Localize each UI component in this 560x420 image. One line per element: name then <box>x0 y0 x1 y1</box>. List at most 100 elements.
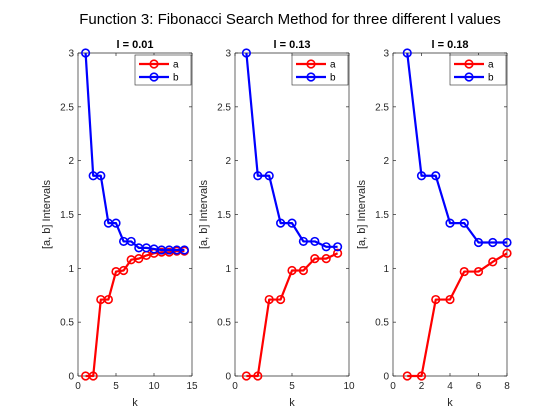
legend-label-a: a <box>488 60 494 71</box>
data-point-a <box>333 248 343 258</box>
data-point-a <box>321 254 331 264</box>
data-point-b <box>416 171 427 181</box>
y-tick-label: 3 <box>225 49 231 60</box>
x-axis-label: k <box>132 397 138 409</box>
y-tick-label: 1.5 <box>60 210 74 221</box>
data-point-a <box>298 265 309 276</box>
y-tick-label: 0.5 <box>375 318 389 329</box>
data-point-a <box>473 266 484 277</box>
legend-marker-b <box>149 72 159 82</box>
data-point-a <box>287 265 297 276</box>
data-point-b <box>276 218 286 228</box>
series-line-b <box>406 52 507 244</box>
data-point-b <box>111 218 121 228</box>
y-tick-label: 0 <box>383 372 389 383</box>
data-point-b <box>333 242 343 252</box>
plot-area <box>78 53 192 376</box>
data-point-b <box>402 48 412 58</box>
x-tick-label: 2 <box>419 381 425 392</box>
data-point-a <box>103 294 113 305</box>
y-tick-label: 0 <box>68 372 74 383</box>
y-tick-label: 2.5 <box>375 102 389 113</box>
data-point-a <box>241 371 251 381</box>
subplot-title: l = 0.18 <box>431 39 468 51</box>
data-point-a <box>459 266 469 277</box>
y-tick-label: 0 <box>225 372 231 383</box>
x-axis-label: k <box>289 397 295 409</box>
legend-marker-b <box>464 72 474 82</box>
x-tick-label: 4 <box>447 381 453 392</box>
subplot-2: 0 0.5 1 1.5 2 2.5 3 0 5 10 l = 0.13 k [a, b] Interva… <box>198 39 355 409</box>
legend-label-b: b <box>330 73 336 84</box>
plot-area <box>393 53 507 376</box>
data-point-a <box>88 371 98 381</box>
data-point-a <box>253 371 263 381</box>
legend-box <box>449 54 507 86</box>
x-tick-label: 6 <box>476 381 482 392</box>
y-tick-label: 1.5 <box>217 210 231 221</box>
y-axis-label: [a, b] Intervals <box>356 179 368 249</box>
data-point-b <box>96 171 106 181</box>
data-point-a <box>310 254 320 264</box>
legend-marker-a <box>306 59 316 69</box>
data-point-a <box>445 294 455 305</box>
x-tick-label: 5 <box>289 381 295 392</box>
figure-title: Function 3: Fibonacci Search Method for … <box>79 11 501 28</box>
y-tick-label: 1 <box>68 264 74 275</box>
legend: ab <box>291 54 349 86</box>
plot-area <box>235 53 349 376</box>
legend-box <box>291 54 349 86</box>
series-a <box>402 248 512 381</box>
legend-marker-a <box>464 59 474 69</box>
legend-marker-b <box>306 72 316 82</box>
data-point-a <box>488 257 498 267</box>
y-tick-label: 0.5 <box>217 318 231 329</box>
y-tick-label: 2.5 <box>217 102 231 113</box>
y-tick-label: 2 <box>68 156 74 167</box>
data-point-a <box>502 248 512 258</box>
data-point-b <box>80 48 91 58</box>
data-point-a <box>264 294 274 305</box>
x-tick-label: 10 <box>343 381 355 392</box>
x-tick-label: 5 <box>113 381 119 392</box>
x-tick-label: 8 <box>504 381 510 392</box>
data-point-b <box>179 245 189 255</box>
legend: ab <box>449 54 507 86</box>
y-tick-label: 1 <box>383 264 389 275</box>
subplots: 00.511.522.530 5 10 15l = 0.01k[a, b] Inter… <box>41 39 512 409</box>
data-point-b <box>473 237 484 248</box>
data-point-a <box>431 294 441 305</box>
data-point-b <box>431 171 441 181</box>
subplot-title: l = 0.01 <box>116 39 153 51</box>
y-tick-label: 1.5 <box>375 210 389 221</box>
data-point-a <box>118 265 129 276</box>
y-tick-label: 0.5 <box>60 318 74 329</box>
data-point-b <box>488 237 498 248</box>
series-a <box>241 248 343 381</box>
subplot-1: 0 0.5 1 1.5 2 2.5 3 0 5 10 15 l = 0.01 k [a, b] Inter… <box>41 39 198 409</box>
data-point-b <box>310 236 320 247</box>
series-line-b <box>84 52 185 252</box>
legend: ab <box>134 54 192 86</box>
data-point-b <box>298 236 309 247</box>
x-tick-label: 15 <box>186 381 198 392</box>
y-tick-label: 2 <box>225 156 231 167</box>
legend-label-a: a <box>330 60 336 71</box>
legend-label-a: a <box>173 60 179 71</box>
series-b <box>241 48 343 252</box>
y-tick-label: 3 <box>383 49 389 60</box>
x-tick-label: 0 <box>232 381 238 392</box>
data-point-b <box>126 236 136 247</box>
data-point-b <box>459 218 469 228</box>
data-point-b <box>321 242 331 252</box>
x-tick-label: 10 <box>148 381 160 392</box>
series-b <box>80 48 189 255</box>
data-point-b <box>241 48 251 58</box>
subplot-3: 0 0.5 1 1.5 2 2.5 3 0 2 4 6 8 l = 0.18 k [a, b] Interv… <box>356 39 512 409</box>
data-point-b <box>287 218 297 228</box>
y-axis-label: [a, b] Intervals <box>198 179 210 249</box>
legend-box <box>134 54 192 86</box>
data-point-b <box>253 171 263 181</box>
data-point-b <box>502 237 512 248</box>
